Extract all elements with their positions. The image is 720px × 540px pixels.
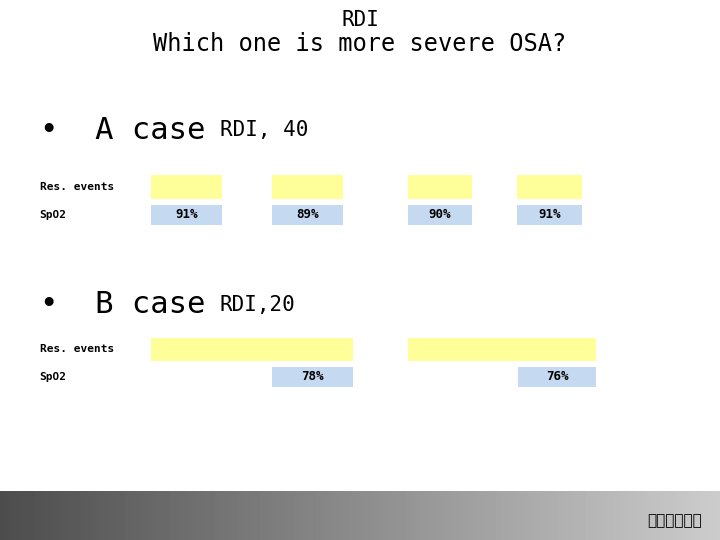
Text: 서울수면센타: 서울수면센타	[647, 513, 702, 528]
Text: RDI,20: RDI,20	[220, 295, 295, 315]
Bar	[272, 176, 343, 199]
Bar	[151, 176, 222, 199]
Text: 76%: 76%	[546, 370, 569, 383]
Bar	[151, 338, 353, 361]
Text: 90%: 90%	[428, 208, 451, 221]
Bar	[272, 367, 353, 387]
Text: 91%: 91%	[175, 208, 198, 221]
Text: 89%: 89%	[296, 208, 319, 221]
Text: 78%: 78%	[301, 370, 324, 383]
Text: SpO2: SpO2	[40, 372, 66, 382]
Bar	[151, 205, 222, 225]
Text: SpO2: SpO2	[40, 210, 66, 220]
Text: •  A case: • A case	[40, 116, 205, 145]
Text: Res. events: Res. events	[40, 345, 114, 354]
Text: RDI: RDI	[341, 10, 379, 30]
Bar	[517, 205, 582, 225]
Text: RDI, 40: RDI, 40	[220, 120, 308, 140]
Bar	[408, 338, 596, 361]
Bar	[408, 176, 472, 199]
Text: Res. events: Res. events	[40, 182, 114, 192]
Bar	[408, 205, 472, 225]
Text: •  B case: • B case	[40, 290, 205, 319]
Text: 91%: 91%	[538, 208, 561, 221]
Bar	[272, 205, 343, 225]
Bar	[517, 176, 582, 199]
Text: Which one is more severe OSA?: Which one is more severe OSA?	[153, 32, 567, 56]
Bar	[518, 367, 596, 387]
